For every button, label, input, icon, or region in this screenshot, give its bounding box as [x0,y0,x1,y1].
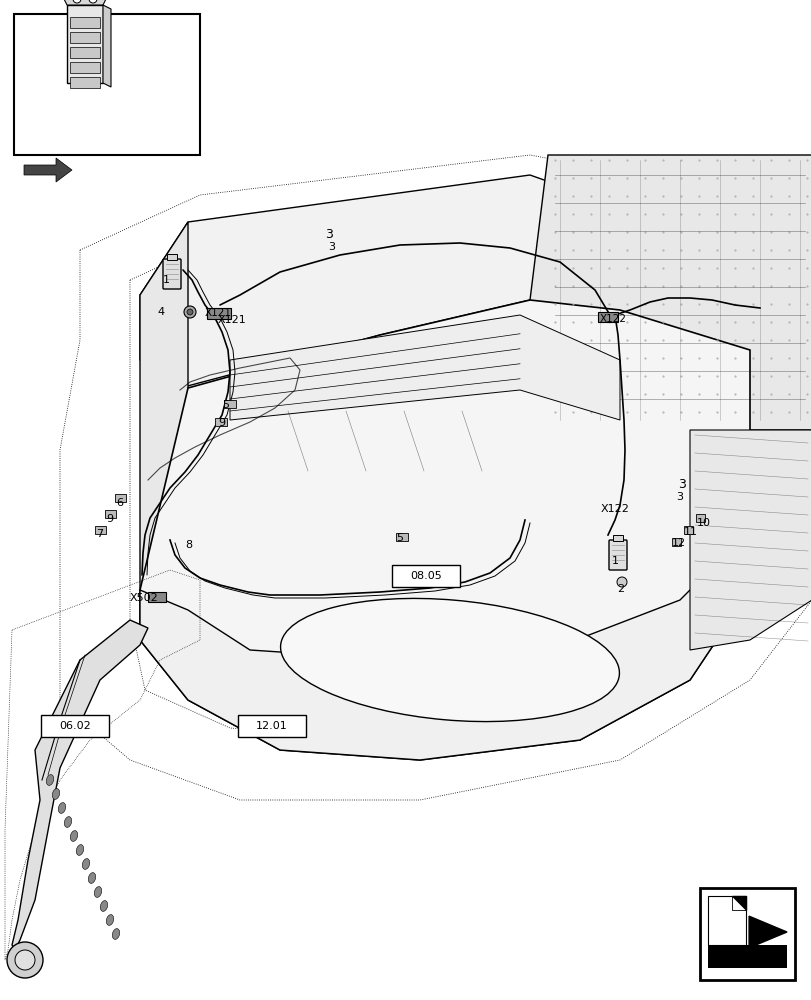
Text: 11: 11 [683,527,697,537]
Text: 5: 5 [396,533,402,543]
Polygon shape [731,896,745,910]
Polygon shape [70,62,100,73]
Text: 1: 1 [163,275,169,285]
Polygon shape [70,77,100,88]
FancyBboxPatch shape [608,540,626,570]
Text: 12: 12 [672,538,685,548]
Ellipse shape [76,845,84,855]
Bar [115,494,126,502]
Text: 7: 7 [96,529,103,539]
Bar [695,514,704,522]
Bar [224,400,236,408]
Polygon shape [731,896,745,910]
Bar [392,565,460,587]
Polygon shape [103,5,111,87]
Text: 06.02: 06.02 [59,721,91,731]
Circle shape [15,950,35,970]
Polygon shape [70,47,100,58]
Text: 3: 3 [324,228,333,241]
Bar [215,418,227,426]
Circle shape [7,942,43,978]
Polygon shape [24,158,72,182]
Bar [597,312,617,322]
Ellipse shape [64,817,71,827]
Polygon shape [749,916,786,948]
Ellipse shape [52,789,59,799]
Polygon shape [139,222,188,620]
Polygon shape [139,175,749,388]
Ellipse shape [101,901,108,911]
Bar [207,308,230,319]
Text: 08.05: 08.05 [410,571,441,581]
Bar [238,715,306,737]
Text: X121: X121 [204,308,232,318]
Bar [612,535,622,541]
Ellipse shape [106,915,114,925]
Bar [672,538,680,546]
Text: X502: X502 [130,593,159,603]
Circle shape [184,306,195,318]
Bar [95,526,106,534]
Ellipse shape [82,859,89,869]
Bar [707,896,745,945]
Bar [683,526,692,534]
Polygon shape [12,620,148,950]
Text: 12.01: 12.01 [255,721,288,731]
Ellipse shape [112,929,119,939]
Polygon shape [689,430,811,650]
Ellipse shape [58,803,66,813]
Text: 8: 8 [185,540,192,550]
Text: 3: 3 [677,478,685,491]
Text: 3: 3 [676,492,682,502]
Polygon shape [139,530,749,760]
Circle shape [616,577,626,587]
Bar [167,254,177,260]
Polygon shape [139,300,749,760]
Text: 5: 5 [221,400,229,410]
Ellipse shape [46,775,54,785]
Bar [41,715,109,737]
Text: X121: X121 [217,315,247,325]
Circle shape [187,309,193,315]
Circle shape [89,0,97,3]
Bar [699,888,794,980]
Text: X122: X122 [599,314,626,324]
Polygon shape [63,0,107,5]
Bar [707,945,786,968]
Text: 1: 1 [611,556,618,566]
Polygon shape [230,315,620,420]
Ellipse shape [281,598,619,722]
Polygon shape [530,155,811,430]
Circle shape [73,0,81,3]
Polygon shape [70,32,100,43]
Text: 9: 9 [106,514,113,524]
Bar [14,14,200,155]
Polygon shape [70,17,100,28]
FancyBboxPatch shape [163,259,181,289]
Text: X122: X122 [600,504,629,514]
Ellipse shape [71,831,78,841]
Text: 6: 6 [116,498,122,508]
Bar [105,510,116,518]
Text: 9: 9 [217,418,225,428]
Ellipse shape [94,887,101,897]
Text: 2: 2 [616,584,624,594]
Polygon shape [67,5,103,83]
Bar [148,592,165,602]
Text: 10: 10 [696,518,710,528]
Bar [396,533,407,541]
Text: 3: 3 [328,242,335,252]
Ellipse shape [88,873,96,883]
Text: 4: 4 [157,307,164,317]
